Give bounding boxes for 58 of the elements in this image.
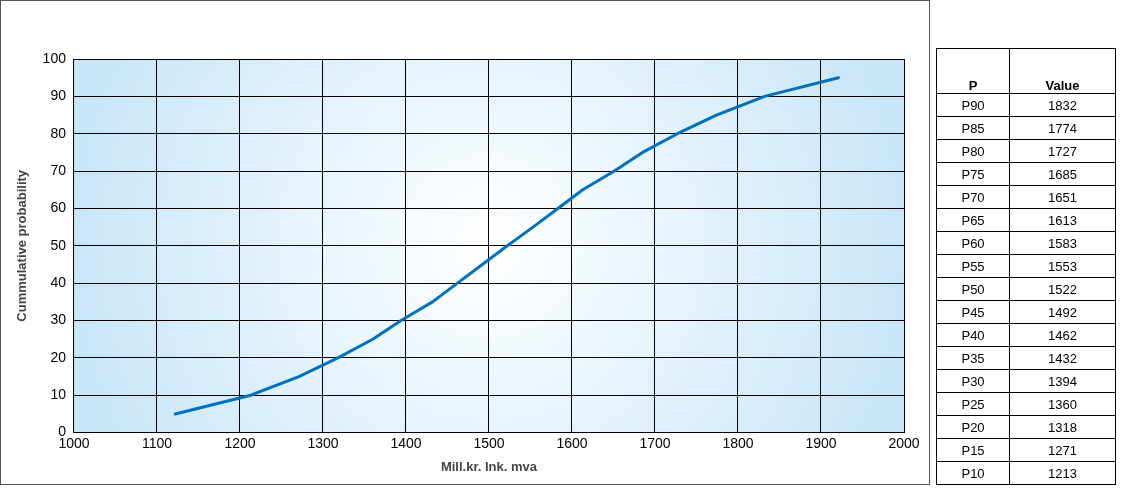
category-label: P10 <box>936 461 1010 485</box>
category-label: P50 <box>936 277 1010 301</box>
y-tick-label: 20 <box>50 348 67 365</box>
category-label: P75 <box>936 162 1010 186</box>
data-label: 1394 <box>1009 369 1116 393</box>
x-tick-label: 1400 <box>390 434 422 451</box>
y-tick-label: 10 <box>50 386 67 403</box>
category-label: P65 <box>936 208 1010 232</box>
data-label: 1832 <box>1009 93 1116 117</box>
category-label: P20 <box>936 415 1010 439</box>
x-tick-label: 1700 <box>639 434 671 451</box>
data-label: 1432 <box>1009 346 1116 370</box>
x-tick-label: 1900 <box>805 434 837 451</box>
category-label: P30 <box>936 369 1010 393</box>
x-tick-label: 2000 <box>888 434 920 451</box>
data-label: 1553 <box>1009 254 1116 278</box>
y-tick-label: 30 <box>50 311 67 328</box>
data-label: 1522 <box>1009 277 1116 301</box>
category-label: P90 <box>936 93 1010 117</box>
category-label: P60 <box>936 231 1010 255</box>
data-label: 1727 <box>1009 139 1116 163</box>
y-tick-label: 80 <box>50 124 67 141</box>
x-tick-label: 1100 <box>141 434 173 451</box>
data-label: 1213 <box>1009 461 1116 485</box>
x-tick-label: 1200 <box>224 434 256 451</box>
x-tick-label: 1600 <box>556 434 588 451</box>
y-tick-label: 50 <box>50 236 67 253</box>
category-label: P35 <box>936 346 1010 370</box>
data-label: 1360 <box>1009 392 1116 416</box>
category-label: P80 <box>936 139 1010 163</box>
data-label: 1774 <box>1009 116 1116 140</box>
y-tick-label: 60 <box>50 199 67 216</box>
y-axis-title: Cummulative probability <box>14 169 30 322</box>
text: Value <box>1009 48 1116 94</box>
category-label: P45 <box>936 300 1010 324</box>
x-tick-label: 1800 <box>722 434 754 451</box>
category-label: P70 <box>936 185 1010 209</box>
data-label: 1613 <box>1009 208 1116 232</box>
y-tick-label: 40 <box>50 274 67 291</box>
category-label: P15 <box>936 438 1010 462</box>
data-label: 1318 <box>1009 415 1116 439</box>
x-tick-label: 1500 <box>473 434 505 451</box>
category-label: P25 <box>936 392 1010 416</box>
y-tick-label: 90 <box>50 87 67 104</box>
data-label: 1492 <box>1009 300 1116 324</box>
x-tick-label: 1300 <box>307 434 339 451</box>
data-label: 1685 <box>1009 162 1116 186</box>
x-axis-title: Mill.kr. Ink. mva <box>440 458 538 474</box>
y-tick-label: 100 <box>42 49 67 66</box>
y-tick-label: 70 <box>50 161 67 178</box>
category-label: P55 <box>936 254 1010 278</box>
category-label: P85 <box>936 116 1010 140</box>
text: P <box>936 48 1010 94</box>
data-label: 1462 <box>1009 323 1116 347</box>
data-label: 1583 <box>1009 231 1116 255</box>
category-label: P40 <box>936 323 1010 347</box>
data-label: 1651 <box>1009 185 1116 209</box>
data-label: 1271 <box>1009 438 1116 462</box>
